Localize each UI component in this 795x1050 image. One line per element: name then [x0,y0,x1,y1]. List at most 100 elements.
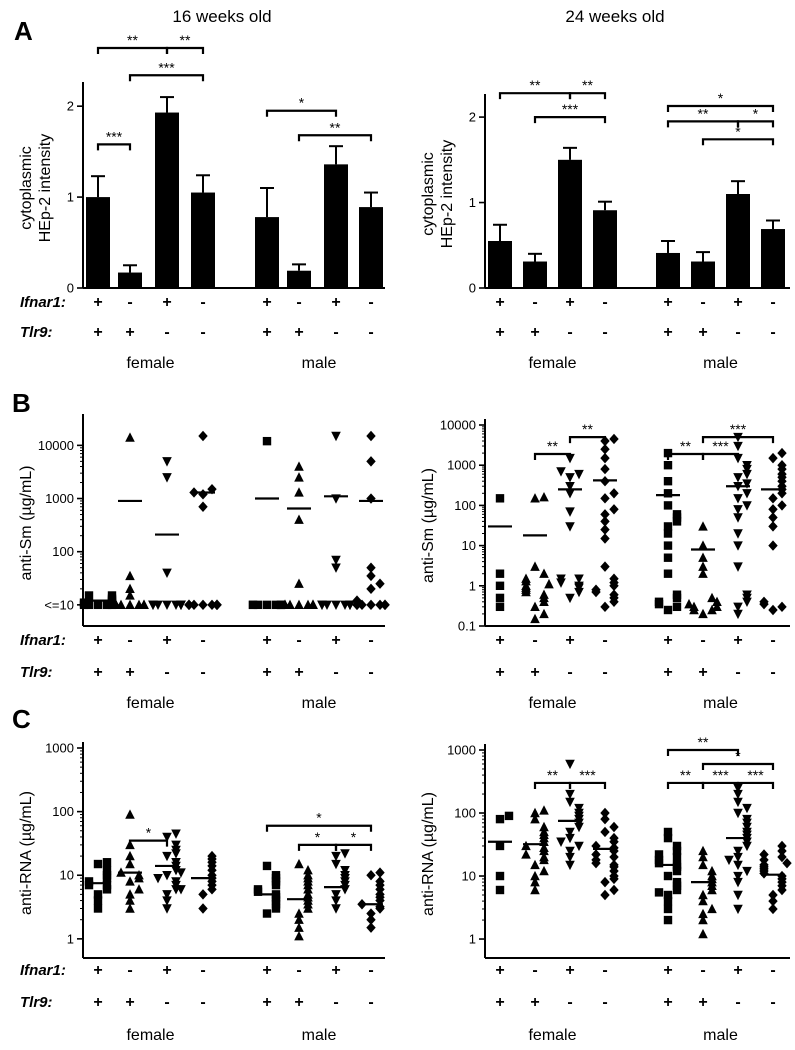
data-point [280,599,290,610]
data-point [733,602,743,613]
tlr9-genotype: + [530,664,539,681]
data-point [733,789,743,800]
data-point [125,570,135,581]
tlr9-genotype: - [735,664,740,681]
significance-bracket [128,74,205,82]
data-point [153,873,163,884]
data-point [189,599,199,611]
significance-bracket [736,120,775,128]
ifnar1-genotype: + [663,632,672,649]
data-point [303,889,313,899]
ifnar1-genotype: + [663,962,672,979]
data-point [609,851,619,863]
data-point [530,876,540,887]
significance-bracket [533,452,572,460]
tlr9-genotype: + [93,994,102,1011]
y-axis-title: cytoplasmic HEp-2 intensity [18,134,54,243]
ifnar1-genotype: + [733,632,742,649]
data-point [495,871,505,881]
y-tick-label: 100 [52,544,74,559]
data-point [340,865,350,876]
data-point [768,512,778,523]
data-point [663,569,673,578]
data-point [698,889,708,900]
data-point [294,931,304,941]
data-point [198,599,208,611]
bar [593,210,617,288]
ifnar1-row-label: Ifnar1: [20,294,66,311]
tlr9-row-label: Tlr9: [20,324,53,341]
significance-label: *** [712,767,729,783]
data-point [565,759,575,770]
data-point [733,529,743,539]
data-point [591,849,601,860]
tlr9-genotype: + [294,324,303,341]
significance-label: *** [158,59,175,75]
data-point [171,858,181,868]
ifnar1-genotype: + [565,962,574,979]
data-point [530,807,540,818]
data-point [162,871,172,881]
tlr9-genotype: + [125,664,134,681]
panel-letter-b: B [12,388,31,418]
ifnar1-genotype: - [296,294,301,311]
data-point [663,501,673,510]
data-point [733,871,743,882]
data-point [102,880,112,890]
data-point [609,433,619,445]
data-point [663,461,673,470]
group-label-female: female [528,355,576,372]
data-point [707,865,717,876]
data-point [600,601,610,613]
data-point [663,915,673,925]
data-point [724,855,734,866]
bar [761,229,785,288]
data-point [521,573,531,583]
data-point [125,599,135,610]
data-point [125,876,135,886]
panel-letter-a: A [14,16,33,46]
data-point [262,909,272,918]
data-point [663,489,673,498]
data-point [84,591,94,600]
data-point [162,832,172,843]
ifnar1-genotype: - [770,294,775,311]
data-point [198,501,208,512]
significance-bracket [701,452,740,460]
data-point [539,805,549,815]
data-point [707,870,717,881]
tlr9-genotype: - [164,664,169,681]
y-tick-label: <=10 [44,597,74,612]
significance-bracket [701,762,775,770]
data-point [366,562,376,573]
y-axis-title: anti-Sm (µg/mL) [18,465,35,580]
data-point [600,444,610,455]
data-point [171,845,181,856]
y-tick-label: 1 [469,195,476,210]
significance-bracket [498,92,572,100]
data-point [294,514,304,524]
y-axis-title: cytoplasmic HEp-2 intensity [420,140,456,249]
y-tick-label: 1000 [45,491,74,506]
data-point [707,604,717,615]
group-label-female: female [126,355,174,372]
significance-label: * [735,748,741,764]
tlr9-genotype: - [770,994,775,1011]
data-point [294,599,304,610]
data-point [162,890,172,900]
data-point [530,561,540,571]
data-point [521,840,531,851]
data-point [742,827,752,838]
y-tick-label: 0 [67,281,74,296]
data-point [733,609,743,620]
data-point [262,861,272,871]
data-point [672,590,682,599]
data-point [574,574,584,584]
data-point [495,814,505,824]
bar [155,112,179,288]
y-tick-label: 100 [454,806,476,821]
data-point [352,595,362,606]
significance-bracket [666,104,775,112]
data-point [530,493,540,503]
